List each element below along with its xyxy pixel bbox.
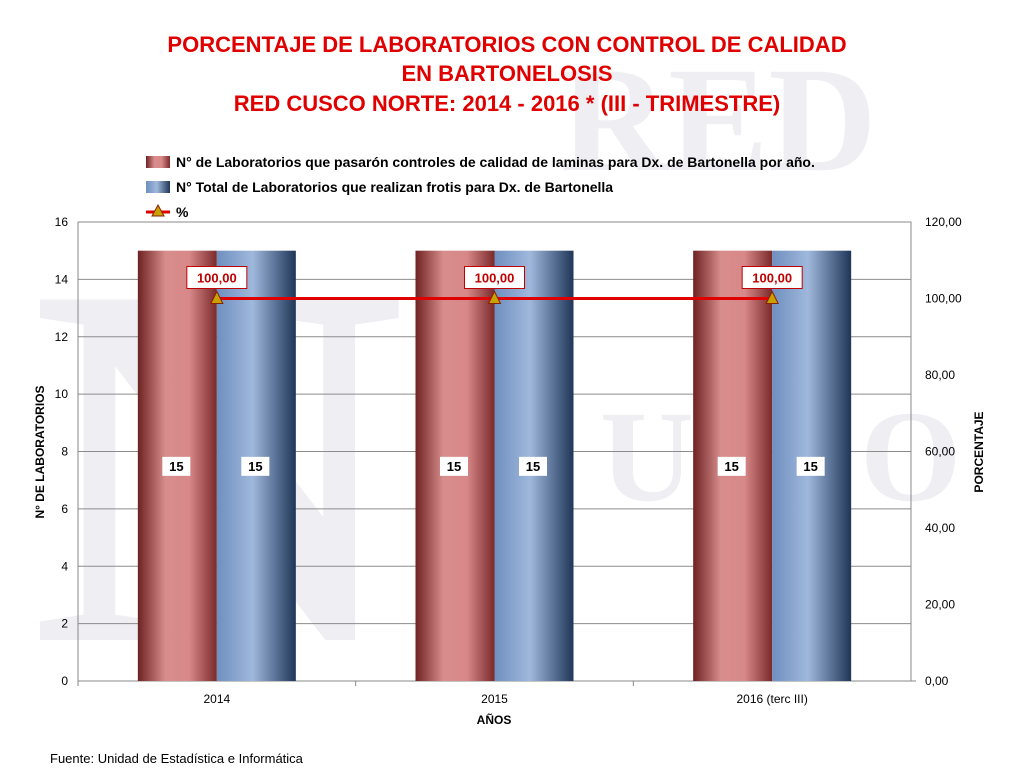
- y-axis-title: N° DE LABORATORIOS: [33, 385, 47, 518]
- percent-marker: [210, 290, 224, 304]
- percent-label: 100,00: [752, 271, 792, 286]
- y-axis: 0 2 4 6 8 10 12 14 16: [55, 215, 69, 688]
- line-series: 100,00 100,00 100,00: [186, 266, 803, 304]
- legend-label-series3: %: [176, 204, 189, 220]
- y2-tick-label: 120,00: [925, 215, 962, 229]
- source-note: Fuente: Unidad de Estadística e Informát…: [50, 751, 304, 766]
- percent-label: 100,00: [197, 271, 237, 286]
- y2-tick-label: 60,00: [925, 445, 955, 459]
- y-tick-label: 0: [61, 674, 68, 688]
- percent-label-box: [186, 266, 248, 289]
- y2-tick-label: 40,00: [925, 521, 955, 535]
- y2-tick-label: 100,00: [925, 292, 962, 306]
- data-label-series2: 15: [803, 459, 817, 474]
- y2-tick-label: 0,00: [925, 674, 949, 688]
- x-tick-label: 2014: [203, 692, 230, 706]
- data-label-bg: [717, 456, 746, 476]
- x-tick-label: 2016 (terc III): [736, 692, 807, 706]
- legend-marker-series3: [151, 203, 165, 217]
- y2-axis-title: PORCENTAJE: [972, 411, 986, 492]
- y-tick-label: 14: [55, 272, 69, 286]
- y-tick-label: 12: [55, 330, 69, 344]
- data-label-series1: 15: [724, 459, 738, 474]
- legend-swatch-series1: [146, 156, 170, 168]
- data-label-bg: [796, 456, 825, 476]
- y-tick-label: 10: [55, 387, 69, 401]
- legend-label-series2: N° Total de Laboratorios que realizan fr…: [176, 179, 613, 195]
- x-axis-title: AÑOS: [477, 712, 512, 727]
- y2-tick-label: 80,00: [925, 368, 955, 382]
- data-label-bg: [440, 456, 468, 476]
- y-tick-label: 2: [61, 617, 68, 631]
- percent-marker: [765, 290, 779, 304]
- y-tick-label: 4: [61, 559, 68, 573]
- data-label-bg: [162, 456, 191, 476]
- data-label-series1: 15: [447, 459, 461, 474]
- y-tick-label: 6: [61, 502, 68, 516]
- y-tick-label: 16: [55, 215, 69, 229]
- data-label-series2: 15: [526, 459, 540, 474]
- title-line-1: PORCENTAJE DE LABORATORIOS CON CONTROL D…: [167, 32, 846, 57]
- data-label-bg: [241, 456, 270, 476]
- percent-label-box: [741, 266, 803, 289]
- title-line-3: RED CUSCO NORTE: 2014 - 2016 * (III - TR…: [234, 91, 780, 116]
- percent-label-box: [464, 266, 525, 289]
- data-label-bg: [519, 456, 547, 476]
- legend-label-series1: N° de Laboratorios que pasarón controles…: [176, 154, 815, 170]
- legend: N° de Laboratorios que pasarón controles…: [146, 154, 815, 220]
- x-tick-label: 2015: [481, 692, 508, 706]
- percent-label: 100,00: [475, 271, 515, 286]
- percent-marker: [487, 290, 502, 304]
- title-line-2: EN BARTONELOSIS: [401, 61, 612, 86]
- chart-title: PORCENTAJE DE LABORATORIOS CON CONTROL D…: [167, 32, 846, 116]
- data-label-series1: 15: [169, 459, 183, 474]
- legend-swatch-series2: [146, 181, 170, 193]
- y2-tick-label: 20,00: [925, 598, 955, 612]
- y2-axis: 0,00 20,00 40,00 60,00 80,00 100,00 120,00: [925, 215, 962, 688]
- data-label-series2: 15: [248, 459, 262, 474]
- x-axis: 2014 2015 2016 (terc III): [77, 680, 916, 706]
- bars: 15 15 15 15 15 15: [137, 250, 852, 681]
- svg-text:RED: RED: [560, 37, 877, 203]
- y-tick-label: 8: [61, 445, 68, 459]
